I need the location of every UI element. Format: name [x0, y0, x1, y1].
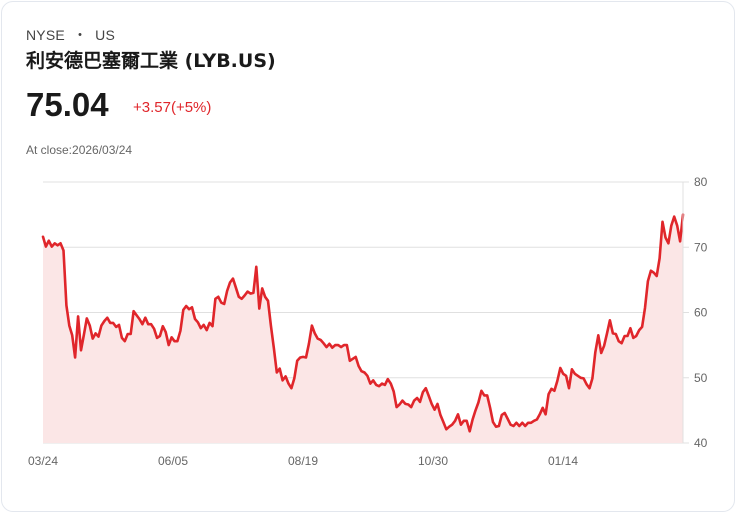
x-tick-label: 06/05: [158, 454, 188, 468]
x-tick-label: 03/24: [28, 454, 58, 468]
stock-title: 利安德巴塞爾工業 (LYB.US): [26, 50, 276, 72]
x-axis-ticks: 03/24 06/05 08/19 10/30 01/14: [28, 454, 578, 468]
y-tick-label: 40: [694, 436, 708, 450]
exchange-name: NYSE: [26, 27, 65, 43]
close-date-label: At close:2026/03/24: [26, 143, 133, 157]
price-line: [41, 213, 685, 433]
price-area-fill: [43, 214, 683, 443]
y-tick-label: 50: [694, 371, 708, 385]
exchange-label: NYSE ・ US: [26, 25, 115, 45]
last-price: 75.04: [26, 86, 109, 123]
y-axis-ticks: 80 70 60 50 40: [694, 175, 708, 450]
separator: ・: [72, 27, 88, 43]
price-change: +3.57(+5%): [133, 99, 212, 116]
market-name: US: [95, 27, 115, 43]
y-tick-label: 70: [694, 240, 708, 254]
y-tick-label: 80: [694, 175, 708, 189]
x-tick-label: 01/14: [548, 454, 578, 468]
x-tick-label: 10/30: [418, 454, 448, 468]
x-tick-label: 08/19: [288, 454, 318, 468]
y-tick-label: 60: [694, 306, 708, 320]
